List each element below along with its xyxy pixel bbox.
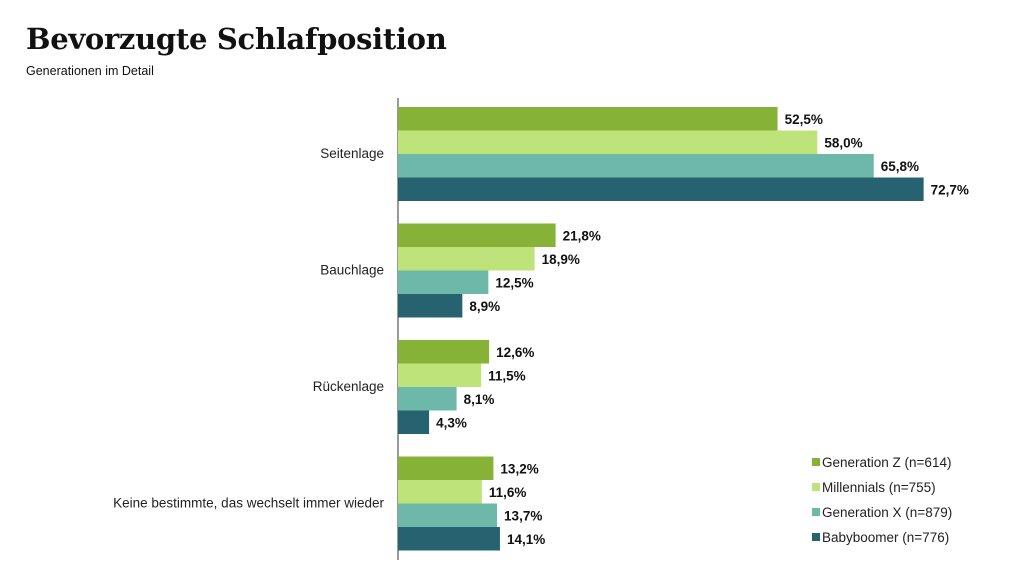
bar-bauchlage-generation-x [398, 270, 489, 294]
bar-keine-bestimmte-das-wechselt-immer-wieder-babyboomer [398, 527, 500, 551]
category-label: Rückenlage [313, 379, 384, 394]
legend-swatch [812, 533, 820, 541]
legend: Generation Z (n=614) Millennials (n=755) G… [812, 455, 952, 545]
legend-label: Generation X (n=879) [822, 505, 952, 520]
data-label: 72,7% [931, 182, 969, 197]
data-label: 18,9% [542, 252, 580, 267]
chart-title: Bevorzugte Schlafposition [26, 22, 447, 56]
legend-label: Generation Z (n=614) [822, 455, 951, 470]
data-label: 65,8% [881, 159, 919, 174]
bar-bauchlage-millennials [398, 247, 535, 271]
category-labels-group: Seitenlage Bauchlage Rückenlage Keine besti… [113, 146, 384, 511]
data-label: 21,8% [563, 228, 601, 243]
bar-bauchlage-babyboomer [398, 294, 463, 318]
legend-label: Millennials (n=755) [822, 480, 936, 495]
category-label: Seitenlage [320, 146, 384, 161]
data-label: 12,6% [496, 345, 534, 360]
data-label: 12,5% [495, 275, 533, 290]
legend-swatch [812, 483, 820, 491]
bar-seitenlage-babyboomer [398, 177, 924, 201]
chart-subtitle: Generationen im Detail [26, 64, 154, 78]
bar-seitenlage-generation-z [398, 107, 778, 131]
bar-r-ckenlage-babyboomer [398, 410, 430, 434]
data-label: 8,9% [469, 299, 500, 314]
legend-swatch [812, 458, 820, 466]
data-label: 11,6% [489, 485, 527, 500]
bar-r-ckenlage-millennials [398, 363, 482, 387]
bars-group: 52,5%58,0% 65,8% 72,7% 21,8% 18,9% 12,5% 8,9% 1… [398, 107, 969, 551]
bar-seitenlage-millennials [398, 130, 818, 154]
category-label: Keine bestimmte, das wechselt immer wied… [113, 496, 384, 511]
bar-bauchlage-generation-z [398, 223, 556, 247]
legend-label: Babyboomer (n=776) [822, 530, 949, 545]
data-label: 8,1% [464, 392, 495, 407]
bar-keine-bestimmte-das-wechselt-immer-wieder-generation-x [398, 503, 498, 527]
data-label: 58,0% [824, 135, 862, 150]
data-label: 52,5% [785, 112, 823, 127]
data-label: 11,5% [488, 368, 526, 383]
data-label: 4,3% [436, 415, 467, 430]
data-label: 13,7% [504, 508, 542, 523]
bar-r-ckenlage-generation-z [398, 340, 490, 364]
bar-keine-bestimmte-das-wechselt-immer-wieder-millennials [398, 480, 482, 504]
bar-r-ckenlage-generation-x [398, 387, 457, 411]
data-label: 13,2% [500, 461, 538, 476]
data-label: 14,1% [507, 532, 545, 547]
bar-seitenlage-generation-x [398, 154, 874, 178]
legend-swatch [812, 508, 820, 516]
bar-keine-bestimmte-das-wechselt-immer-wieder-generation-z [398, 456, 494, 480]
category-label: Bauchlage [320, 263, 384, 278]
